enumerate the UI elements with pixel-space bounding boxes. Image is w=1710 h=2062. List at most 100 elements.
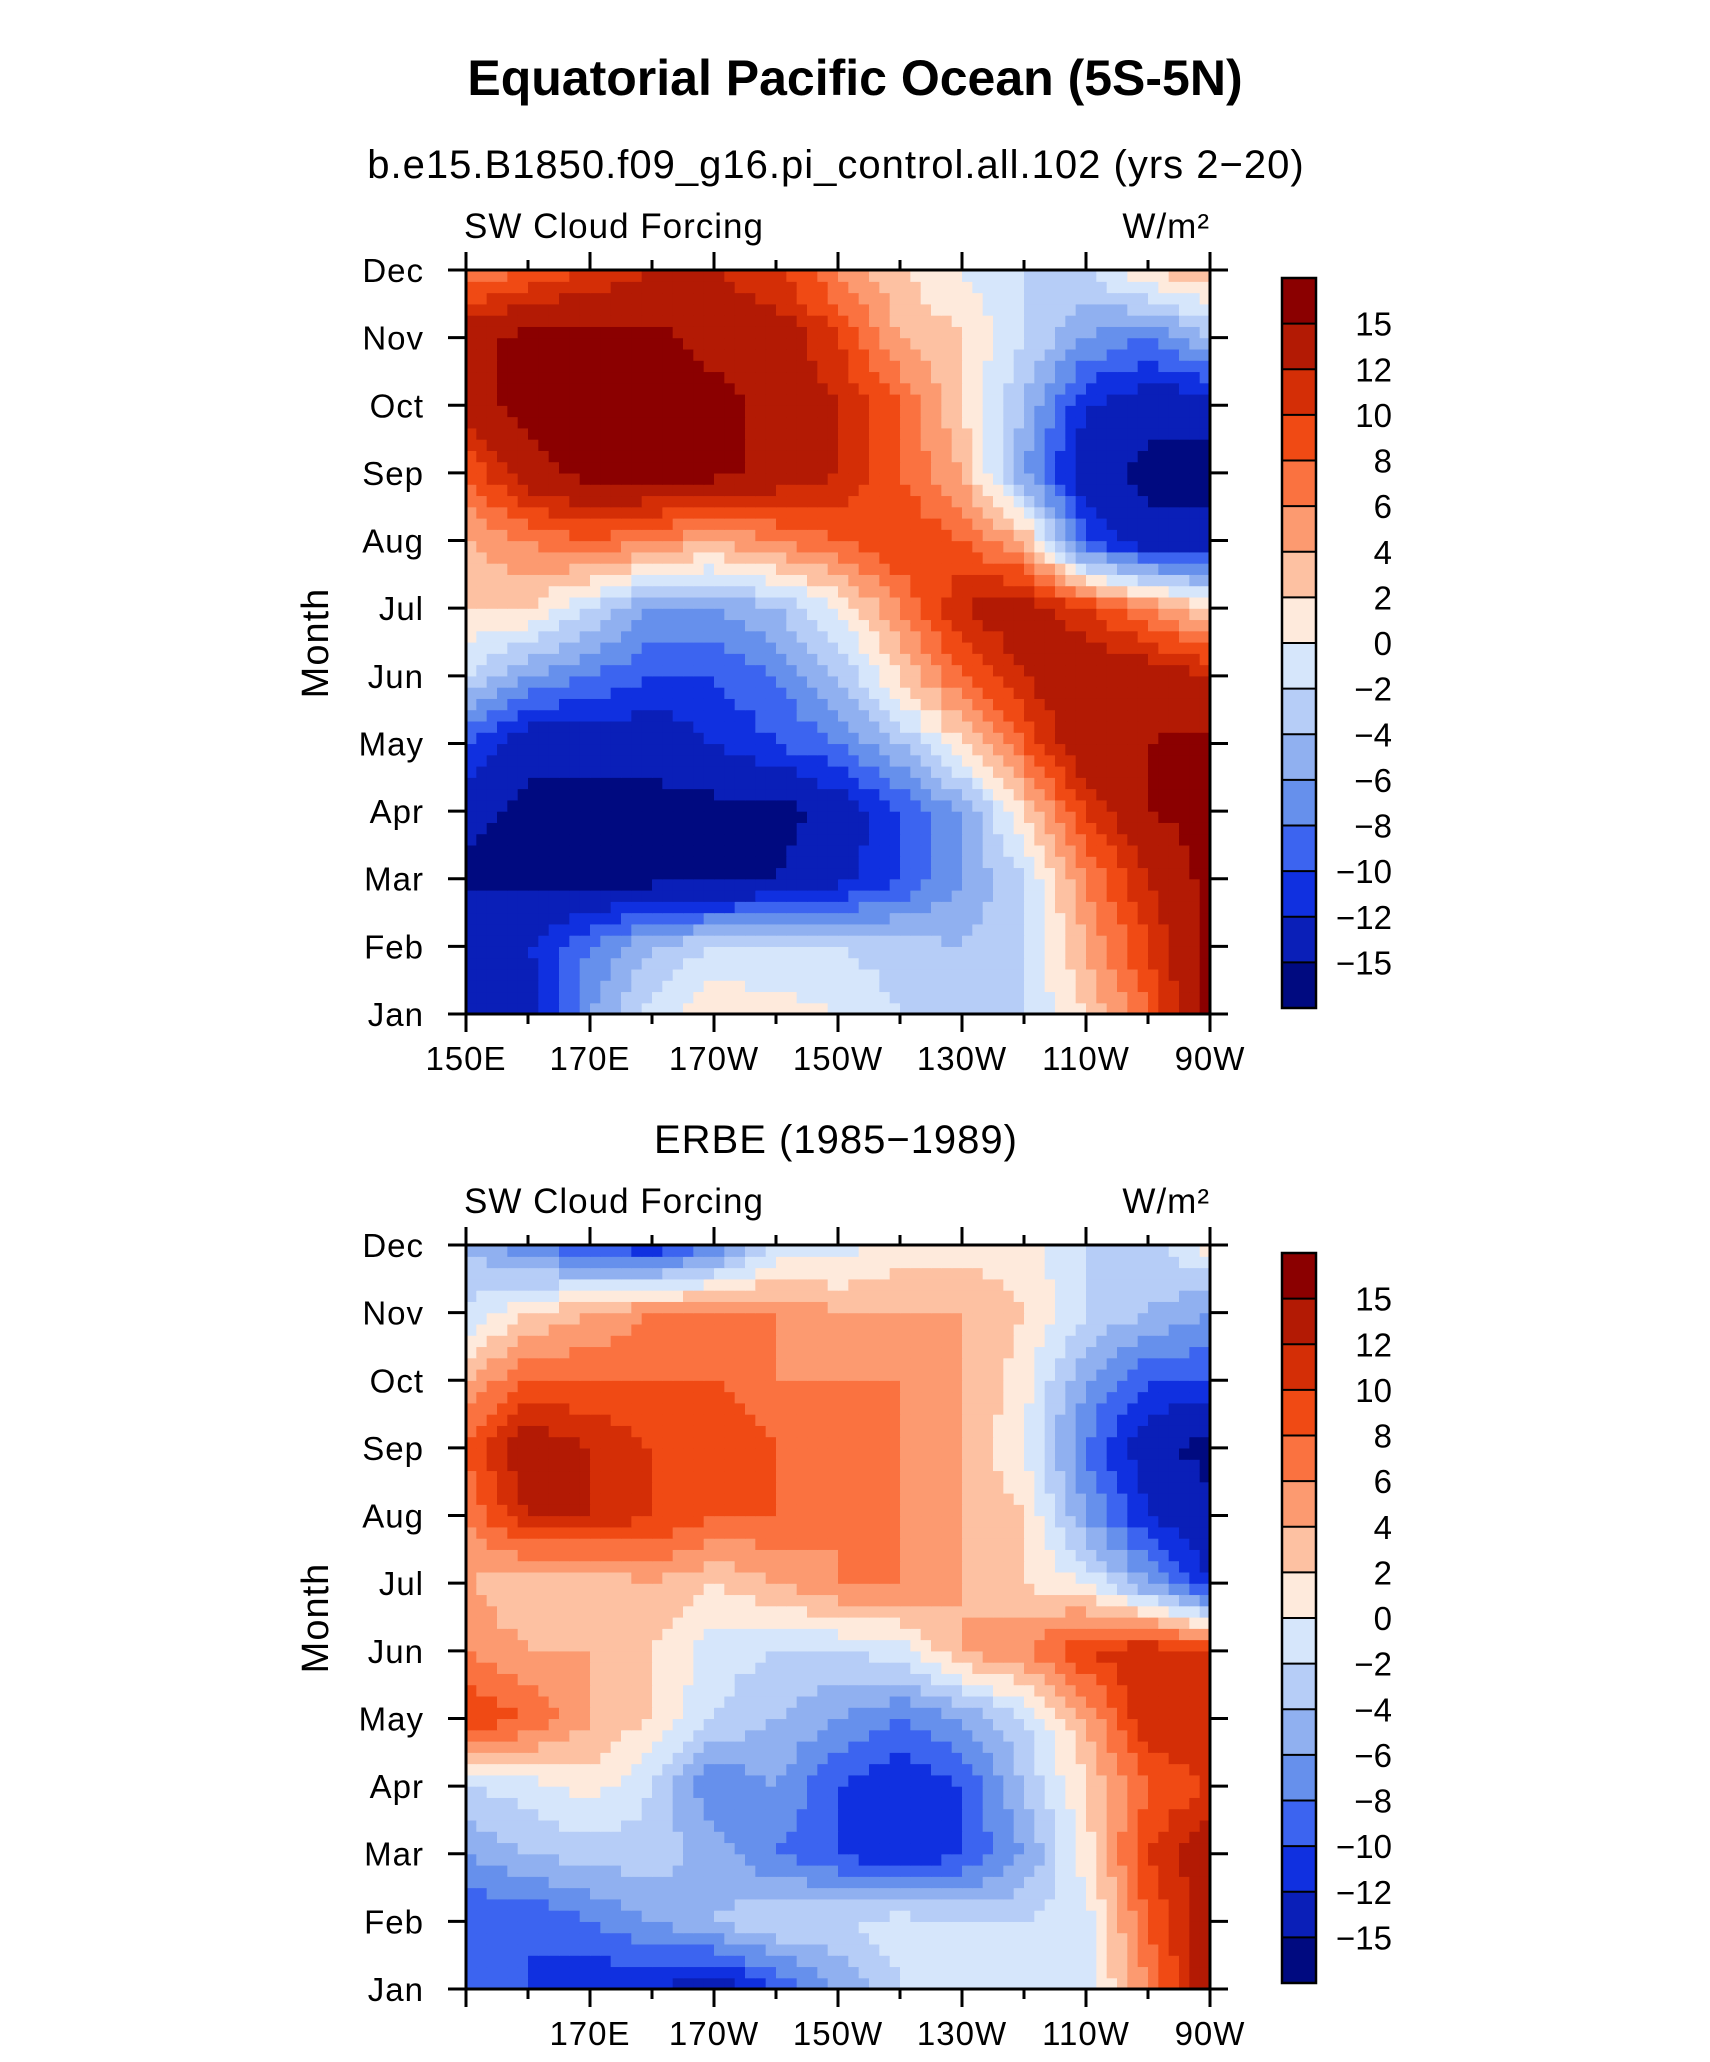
- heatmap-cell: [941, 1002, 953, 1015]
- heatmap-cell: [600, 348, 612, 361]
- heatmap-cell: [631, 878, 643, 891]
- heatmap-cell: [610, 856, 622, 869]
- heatmap-cell: [1137, 348, 1149, 361]
- heatmap-cell: [1003, 664, 1015, 677]
- heatmap-cell: [466, 472, 477, 485]
- heatmap-cell: [879, 1002, 891, 1015]
- heatmap-cell: [1168, 315, 1180, 327]
- heatmap-cell: [765, 315, 777, 327]
- heatmap-cell: [941, 642, 953, 654]
- heatmap-cell: [714, 844, 725, 857]
- heatmap-cell: [869, 675, 880, 688]
- heatmap-cell: [848, 957, 860, 970]
- heatmap-cell: [972, 472, 984, 485]
- heatmap-cell: [600, 980, 612, 993]
- heatmap-cell: [672, 394, 684, 406]
- heatmap-cell: [951, 799, 963, 812]
- heatmap-cell: [776, 653, 787, 666]
- heatmap-cell: [600, 1966, 612, 1979]
- heatmap-cell: [1065, 585, 1077, 598]
- heatmap-cell: [610, 416, 622, 429]
- heatmap-cell: [972, 630, 984, 643]
- colorbar-swatch: [1282, 643, 1316, 690]
- heatmap-cell: [951, 472, 963, 485]
- heatmap-cell: [1086, 653, 1097, 666]
- heatmap-cell: [1106, 923, 1118, 936]
- heatmap-cell: [920, 788, 932, 801]
- heatmap-cell: [672, 416, 684, 429]
- heatmap-cell: [507, 303, 519, 316]
- heatmap-cell: [879, 405, 891, 418]
- heatmap-cell: [817, 867, 829, 880]
- heatmap-cell: [703, 720, 715, 733]
- heatmap-cell: [1158, 416, 1170, 429]
- heatmap-cell: [1106, 518, 1118, 530]
- heatmap-cell: [693, 856, 705, 869]
- heatmap-cell: [900, 912, 911, 925]
- heatmap-cell: [507, 642, 519, 654]
- heatmap-cell: [1117, 585, 1128, 598]
- heatmap-cell: [486, 371, 498, 384]
- heatmap-cell: [1168, 371, 1180, 384]
- heatmap-cell: [579, 326, 591, 339]
- heatmap-cell: [1044, 292, 1056, 305]
- heatmap-cell: [765, 709, 777, 722]
- heatmap-cell: [1117, 867, 1128, 880]
- heatmap-cell: [1137, 799, 1149, 812]
- heatmap-cell: [621, 585, 632, 598]
- heatmap-cell: [548, 551, 560, 564]
- heatmap-cell: [765, 799, 777, 812]
- heatmap-cell: [734, 653, 746, 666]
- heatmap-cell: [776, 360, 787, 373]
- heatmap-cell: [579, 315, 591, 327]
- heatmap-cell: [683, 799, 694, 812]
- heatmap-cell: [1117, 754, 1128, 767]
- heatmap-cell: [714, 596, 725, 609]
- heatmap-cell: [1148, 901, 1159, 914]
- heatmap-cell: [476, 1966, 488, 1979]
- heatmap-cell: [1148, 698, 1159, 711]
- heatmap-cell: [765, 303, 777, 316]
- heatmap-cell: [517, 935, 529, 947]
- heatmap-cell: [755, 1977, 767, 1990]
- heatmap-cell: [621, 901, 632, 914]
- heatmap-cell: [507, 946, 519, 959]
- heatmap-cell: [1096, 518, 1108, 530]
- heatmap-cell: [1137, 743, 1149, 756]
- heatmap-cell: [786, 326, 798, 339]
- heatmap-cell: [858, 935, 870, 947]
- heatmap-cell: [1024, 687, 1035, 699]
- heatmap-cell: [879, 337, 891, 350]
- heatmap-cell: [1117, 664, 1128, 677]
- heatmap-cell: [982, 698, 994, 711]
- heatmap-cell: [724, 495, 736, 508]
- heatmap-cell: [548, 1977, 560, 1990]
- heatmap-cell: [755, 732, 767, 745]
- heatmap-cell: [755, 867, 767, 880]
- heatmap-cell: [1127, 799, 1139, 812]
- heatmap-cell: [631, 630, 643, 643]
- heatmap-cell: [683, 890, 694, 902]
- heatmap-cell: [652, 439, 663, 451]
- heatmap-cell: [548, 506, 560, 519]
- heatmap-cell: [714, 732, 725, 745]
- heatmap-cell: [807, 540, 818, 553]
- heatmap-cell: [1168, 563, 1180, 575]
- heatmap-cell: [910, 935, 922, 947]
- heatmap-cell: [569, 833, 581, 846]
- heatmap-cell: [1003, 394, 1015, 406]
- heatmap-cell: [548, 878, 560, 891]
- heatmap-cell: [910, 495, 922, 508]
- heatmap-cell: [1024, 833, 1035, 846]
- heatmap-cell: [1013, 630, 1025, 643]
- heatmap-cell: [1003, 687, 1015, 699]
- heatmap-cell: [590, 788, 601, 801]
- heatmap-cell: [941, 698, 953, 711]
- heatmap-cell: [569, 788, 581, 801]
- heatmap-cell: [703, 585, 715, 598]
- heatmap-cell: [724, 743, 736, 756]
- heatmap-cell: [714, 957, 725, 970]
- heatmap-cell: [1003, 833, 1015, 846]
- heatmap-cell: [538, 1002, 550, 1015]
